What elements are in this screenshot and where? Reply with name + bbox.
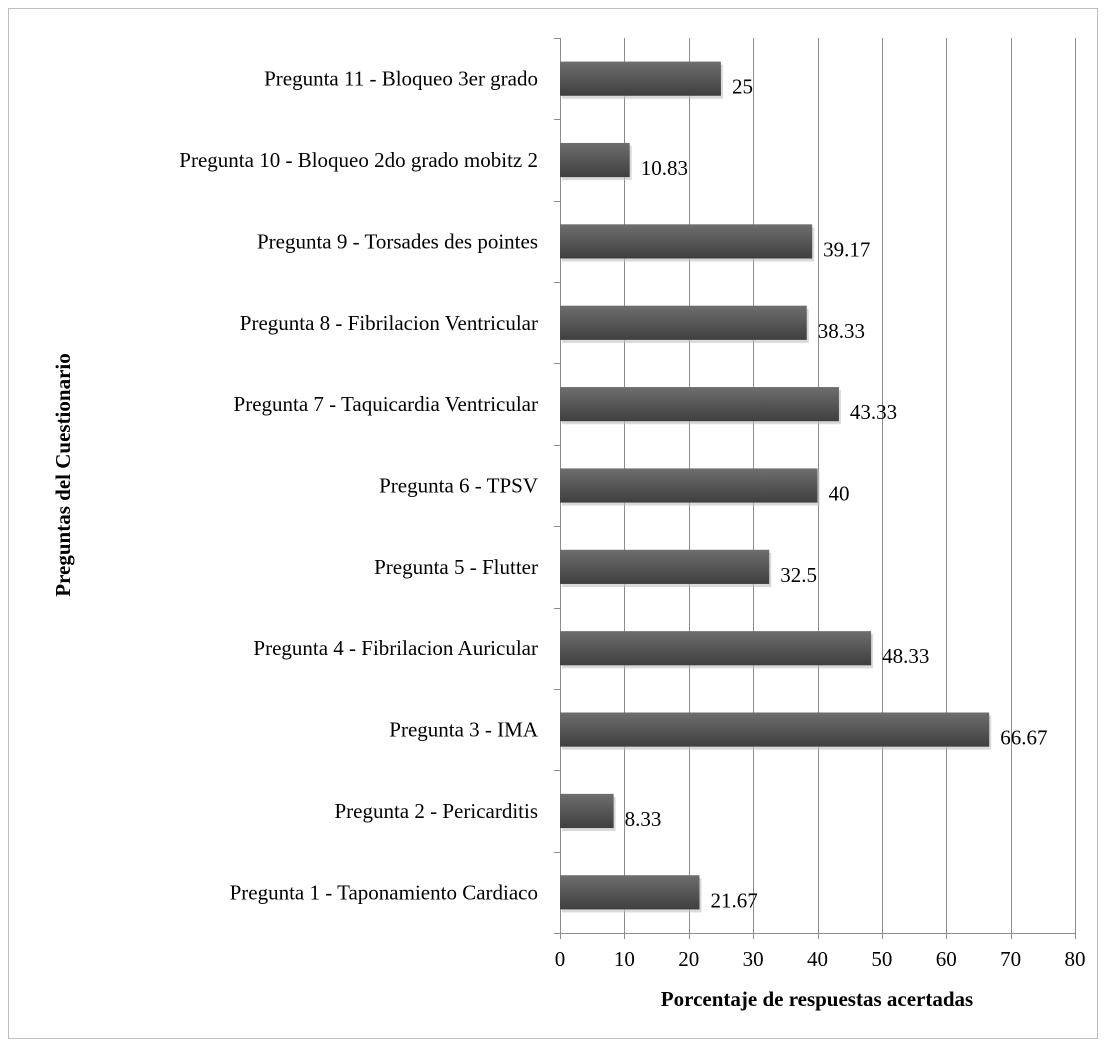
bar-5 [560,549,770,584]
bars [560,61,992,913]
x-tick-label: 60 [936,947,957,971]
category-label: Pregunta 5 - Flutter [374,555,538,579]
data-label: 48.33 [882,644,929,668]
data-label: 21.67 [711,888,758,912]
data-label: 32.5 [780,563,817,587]
x-axis-title: Porcentaje de respuestas acertadas [661,987,973,1011]
data-label: 25 [732,75,753,99]
x-tick-label: 20 [678,947,699,971]
x-tick-label: 40 [807,947,828,971]
bar-10 [560,142,630,178]
data-label: 40 [829,482,850,506]
bar-8 [560,305,807,340]
x-tick-label: 70 [1000,947,1021,971]
category-label: Pregunta 8 - Fibrilacion Ventricular [240,311,538,335]
x-tick-label: 80 [1065,947,1086,971]
data-label: 10.83 [641,156,688,180]
category-label: Pregunta 9 - Torsades des pointes [257,229,538,253]
category-label: Pregunta 6 - TPSV [379,474,538,498]
bar-3 [560,712,990,747]
bar-1 [560,875,700,910]
category-label: Pregunta 7 - Taquicardia Ventricular [234,392,538,416]
category-label: Pregunta 10 - Bloqueo 2do grado mobitz 2 [179,148,538,172]
category-label: Pregunta 3 - IMA [389,718,539,742]
bar-7 [560,387,839,422]
data-label: 8.33 [625,807,662,831]
bar-4 [560,631,872,666]
x-tick-label: 30 [743,947,764,971]
category-label: Pregunta 1 - Taponamiento Cardiaco [230,880,538,904]
data-label: 43.33 [850,400,897,424]
data-label: 39.17 [823,237,870,261]
x-tick-label: 10 [614,947,635,971]
bar-2 [560,793,614,829]
category-label: Pregunta 2 - Pericarditis [334,799,538,823]
y-axis-title: Preguntas del Cuestionario [51,353,75,596]
data-label: 38.33 [818,319,865,343]
bar-9 [560,224,813,259]
data-label: 66.67 [1000,726,1047,750]
x-tick-label: 50 [871,947,892,971]
labels: 0 10 20 30 40 50 60 70 80 Pregunta 1 - Taponamien… [179,67,1085,971]
x-tick-label: 0 [555,947,566,971]
category-label: Pregunta 11 - Bloqueo 3er grado [264,67,538,91]
category-label: Pregunta 4 - Fibrilacion Auricular [253,636,538,660]
bar-11 [560,61,721,96]
chart-frame [8,8,1098,1039]
bar-6 [560,468,818,503]
